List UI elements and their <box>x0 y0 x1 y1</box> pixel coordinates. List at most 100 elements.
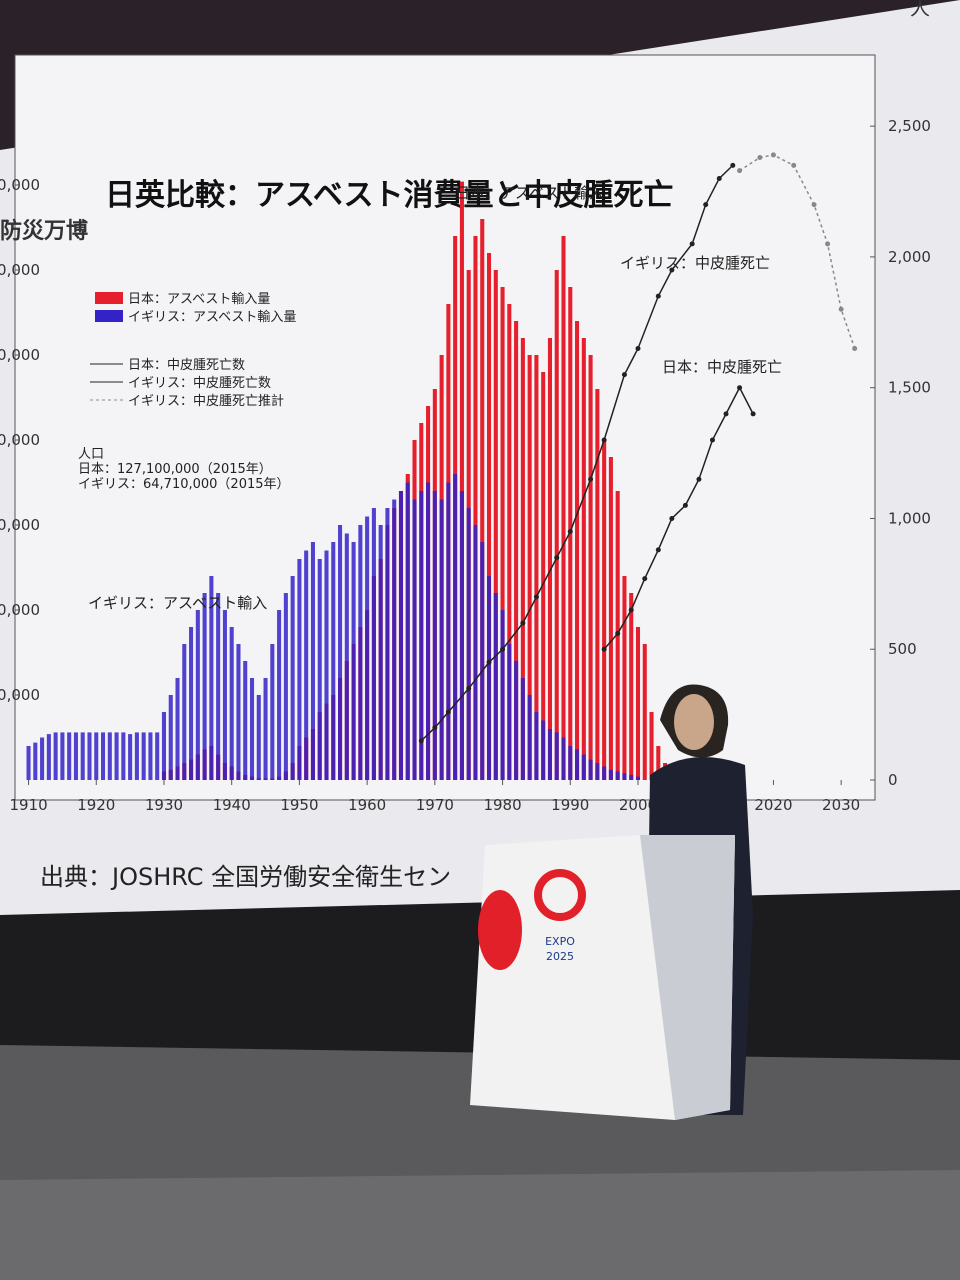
bar <box>486 576 492 780</box>
chart: 50,000100,000150,000200,000250,000300,00… <box>0 117 931 814</box>
bar <box>500 287 505 780</box>
bar <box>365 516 370 780</box>
bar <box>527 695 532 780</box>
line-point <box>466 685 472 691</box>
line-point <box>642 576 648 582</box>
bar <box>500 610 505 780</box>
bar <box>608 769 613 780</box>
line-point <box>838 306 844 312</box>
stage-front <box>0 1170 960 1280</box>
bar <box>277 610 282 780</box>
bar <box>656 746 661 780</box>
bar <box>73 732 78 780</box>
bar <box>459 491 464 780</box>
bar <box>53 732 58 780</box>
bar <box>426 482 431 780</box>
line-point <box>750 411 756 417</box>
bar <box>134 732 139 780</box>
bar <box>398 491 404 780</box>
x-tick-label: 1960 <box>348 796 386 814</box>
y2-tick-label: 1,500 <box>888 379 931 397</box>
annotation: 日本：アスベスト輸入 <box>455 184 604 202</box>
population-note: 日本：127,100,000（2015年） <box>78 462 272 477</box>
legend-label: 日本：アスベスト輸入量 <box>128 292 270 307</box>
bar <box>412 499 417 780</box>
line-point <box>567 529 573 535</box>
x-tick-label: 1920 <box>77 796 115 814</box>
bar <box>310 542 315 780</box>
bar <box>121 732 126 780</box>
bar <box>195 610 200 780</box>
bar <box>80 732 85 780</box>
bar <box>229 627 234 780</box>
x-tick-label: 1940 <box>213 796 251 814</box>
bar <box>575 321 580 780</box>
line-point <box>621 372 627 378</box>
line-point <box>730 162 736 168</box>
foreground: EXPO 2025 <box>470 684 753 1120</box>
x-tick-label: 1950 <box>280 796 318 814</box>
bar <box>243 661 248 780</box>
bar <box>602 766 607 780</box>
bar <box>182 644 187 780</box>
x-tick-label: 2020 <box>754 796 792 814</box>
bar <box>527 355 532 780</box>
speaker-face <box>674 694 714 750</box>
line-point <box>655 547 661 553</box>
bar <box>608 457 613 780</box>
bar <box>209 576 214 780</box>
x-tick-label: 1930 <box>145 796 183 814</box>
bar <box>554 270 559 780</box>
bar <box>446 482 451 780</box>
legend-swatch <box>95 292 123 304</box>
bar <box>297 559 302 780</box>
logo: 防災万博 <box>0 218 88 244</box>
bar <box>602 440 607 780</box>
bar <box>290 576 295 780</box>
bar <box>575 749 580 780</box>
bar <box>635 776 641 780</box>
x-tick-label: 1910 <box>9 796 47 814</box>
line-point <box>500 646 506 652</box>
line-point <box>811 202 817 208</box>
line-point <box>682 502 688 508</box>
bar <box>378 525 383 780</box>
bar <box>439 499 444 780</box>
line-point <box>791 162 797 168</box>
line-point <box>554 555 560 561</box>
bar <box>249 678 255 780</box>
line-point <box>486 659 492 665</box>
bar <box>473 525 478 780</box>
bar <box>161 712 167 780</box>
expo-text: EXPO <box>545 935 575 948</box>
annotation: イギリス：アスベスト輸入 <box>88 594 267 612</box>
bar <box>385 508 390 780</box>
x-tick-label: 2030 <box>822 796 860 814</box>
bar <box>649 712 654 780</box>
bar <box>629 774 634 780</box>
line-point <box>601 646 607 652</box>
bar <box>189 627 194 780</box>
bar <box>493 593 498 780</box>
bar <box>547 729 552 780</box>
bar <box>256 695 261 780</box>
line-point <box>601 437 607 443</box>
bar <box>514 661 519 780</box>
expo-logo <box>534 869 586 921</box>
bar <box>520 678 525 780</box>
line-point <box>533 594 539 600</box>
bar <box>432 491 437 780</box>
x-tick-label: 2000 <box>619 796 657 814</box>
bar <box>453 474 458 780</box>
line-point <box>628 607 634 613</box>
bar <box>534 355 539 780</box>
bar <box>141 732 146 780</box>
bar <box>60 732 65 780</box>
source: 出典：JOSHRC 全国労働安全衛生セン <box>40 863 451 891</box>
x-tick-label: 1980 <box>483 796 521 814</box>
y2-tick-label: 1,000 <box>888 509 931 527</box>
line-point <box>757 155 763 161</box>
line-point <box>418 738 424 744</box>
bar <box>222 610 227 780</box>
bar <box>473 236 478 780</box>
